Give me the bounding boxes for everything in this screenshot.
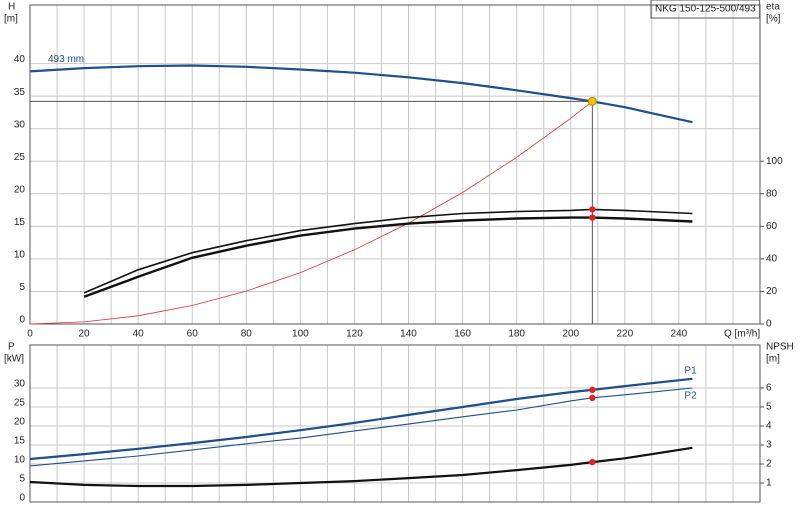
- x-tick-label: 100: [292, 329, 309, 340]
- series-line: [29, 446, 693, 488]
- x-tick-label: 120: [346, 329, 363, 340]
- y-tick-label: 15: [14, 436, 26, 447]
- highlight-point: [589, 386, 596, 394]
- y2-axis-label: NPSH: [766, 342, 794, 353]
- highlight-point: [589, 214, 596, 221]
- series-label: 493 mm: [48, 54, 84, 65]
- y2-tick-label: 40: [766, 254, 778, 265]
- series-label: P1: [684, 365, 697, 376]
- y-tick-label: 5: [19, 282, 25, 293]
- y2-tick-label: 4: [766, 421, 772, 432]
- title-box: [650, 0, 761, 19]
- y-tick-label: 30: [14, 379, 26, 390]
- y-axis-unit: [m]: [4, 14, 18, 25]
- y-axis-label: P: [8, 342, 15, 353]
- plot-frame: [29, 344, 761, 503]
- highlight-point: [589, 458, 596, 466]
- y2-axis-label: eta: [766, 2, 780, 13]
- highlight-point: [589, 206, 596, 213]
- y-tick-label: 0: [19, 315, 25, 326]
- chart-title: NKG 150-125-500/493: [655, 4, 756, 15]
- x-tick-label: 220: [616, 329, 633, 340]
- y2-tick-label: 3: [766, 440, 772, 451]
- y2-tick-label: 6: [766, 383, 772, 394]
- highlight-point: [589, 394, 596, 402]
- series-line: [83, 208, 693, 294]
- y-axis-unit: [kW]: [4, 354, 24, 365]
- y-tick-label: 10: [14, 250, 26, 261]
- y-tick-label: 25: [14, 152, 26, 163]
- y-tick-label: 5: [19, 474, 25, 485]
- x-tick-label: 40: [133, 329, 145, 340]
- y2-tick-label: 0: [766, 319, 772, 330]
- x-axis-label: Q [m³/h]: [724, 329, 760, 340]
- x-tick-label: 200: [562, 329, 579, 340]
- y2-axis-unit: [m]: [766, 354, 780, 365]
- y2-tick-label: 60: [766, 221, 778, 232]
- series-line: [29, 64, 693, 124]
- y-tick-label: 35: [14, 87, 26, 98]
- y2-tick-label: 100: [766, 156, 783, 167]
- y-tick-label: 20: [14, 184, 26, 195]
- y-tick-label: 20: [14, 417, 26, 428]
- series-line: [29, 377, 693, 461]
- y-tick-label: 15: [14, 217, 26, 228]
- x-tick-label: 20: [79, 329, 91, 340]
- x-tick-label: 180: [508, 329, 525, 340]
- y-axis-label: H: [8, 2, 15, 13]
- y2-tick-label: 1: [766, 478, 772, 489]
- y-tick-label: 25: [14, 398, 26, 409]
- series-line: [29, 387, 693, 467]
- x-tick-label: 160: [454, 329, 471, 340]
- y-tick-label: 30: [14, 119, 26, 130]
- operating-point: [587, 96, 597, 106]
- x-tick-label: 60: [187, 329, 199, 340]
- series-label: P2: [684, 391, 697, 402]
- y2-tick-label: 80: [766, 188, 778, 199]
- y2-tick-label: 5: [766, 402, 772, 413]
- x-tick-label: 240: [671, 329, 688, 340]
- y-tick-label: 0: [19, 493, 25, 504]
- x-tick-label: 80: [241, 329, 253, 340]
- y2-tick-label: 20: [766, 286, 778, 297]
- y-tick-label: 10: [14, 455, 26, 466]
- y-tick-label: 40: [14, 54, 26, 65]
- x-tick-label: 0: [27, 329, 33, 340]
- y2-axis-unit: [%]: [766, 14, 781, 25]
- x-tick-label: 140: [400, 329, 417, 340]
- plot-frame: [29, 4, 761, 325]
- y2-tick-label: 2: [766, 459, 772, 470]
- series-line: [29, 101, 593, 325]
